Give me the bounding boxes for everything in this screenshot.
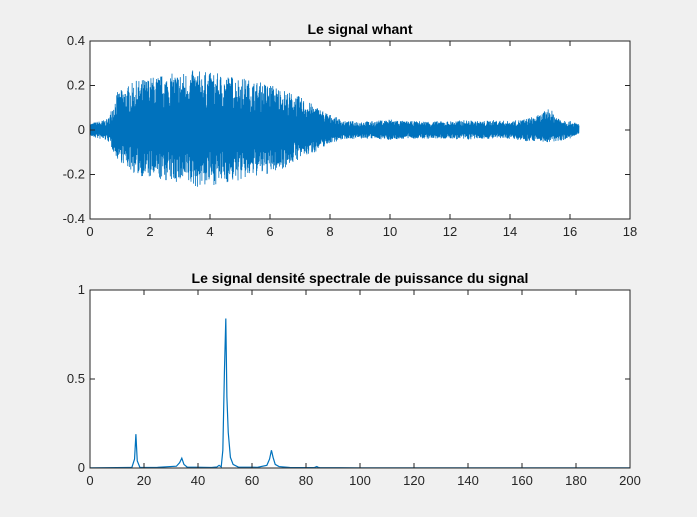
signal-x-tick-label: 14 (503, 224, 517, 239)
psd-y-tick-label: 0 (78, 460, 85, 475)
psd-line (89, 318, 630, 469)
signal-axes: 0 2 4 6 8 10 12 14 16 18 -0.4 -0.2 0 0.2 0.4 Le signal… (63, 21, 638, 239)
psd-y-tick-label: 1 (78, 282, 85, 297)
signal-x-tick-label: 2 (146, 224, 153, 239)
psd-y-tick-label: 0.5 (67, 371, 85, 386)
psd-x-tick-label: 0 (86, 473, 93, 488)
psd-x-tick-label: 60 (245, 473, 259, 488)
psd-x-tick-label: 200 (619, 473, 641, 488)
signal-waveform (89, 70, 580, 187)
psd-title: Le signal densité spectrale de puissance… (192, 270, 529, 286)
psd-x-tick-label: 120 (403, 473, 425, 488)
signal-x-tick-label: 18 (623, 224, 637, 239)
psd-x-tick-label: 100 (349, 473, 371, 488)
signal-y-tick-label: 0 (78, 122, 85, 137)
signal-x-tick-label: 8 (326, 224, 333, 239)
psd-series-line (89, 318, 630, 469)
psd-x-tick-label: 40 (191, 473, 205, 488)
signal-x-tick-label: 12 (443, 224, 457, 239)
signal-y-tick-label: -0.4 (63, 211, 85, 226)
signal-x-tick-label: 10 (383, 224, 397, 239)
signal-waveform-line (89, 70, 580, 187)
signal-y-tick-label: 0.4 (67, 33, 85, 48)
psd-x-tick-label: 80 (299, 473, 313, 488)
psd-axes: 0 20 40 60 80 100 120 140 160 180 200 0 0.5 1 Le sign… (67, 270, 641, 488)
signal-x-tick-label: 16 (563, 224, 577, 239)
signal-y-tick-label: 0.2 (67, 78, 85, 93)
psd-x-tick-label: 140 (457, 473, 479, 488)
psd-x-tick-label: 20 (137, 473, 151, 488)
signal-ticks: 0 2 4 6 8 10 12 14 16 18 -0.4 -0.2 0 0.2 0.4 (63, 33, 638, 239)
signal-title: Le signal whant (307, 21, 412, 37)
psd-x-tick-label: 160 (511, 473, 533, 488)
signal-y-tick-label: -0.2 (63, 167, 85, 182)
psd-plot-area (90, 290, 630, 468)
psd-x-tick-label: 180 (565, 473, 587, 488)
signal-x-tick-label: 4 (206, 224, 213, 239)
psd-ticks: 0 20 40 60 80 100 120 140 160 180 200 0 0.5 1 (67, 282, 641, 488)
signal-x-tick-label: 0 (86, 224, 93, 239)
signal-x-tick-label: 6 (266, 224, 273, 239)
